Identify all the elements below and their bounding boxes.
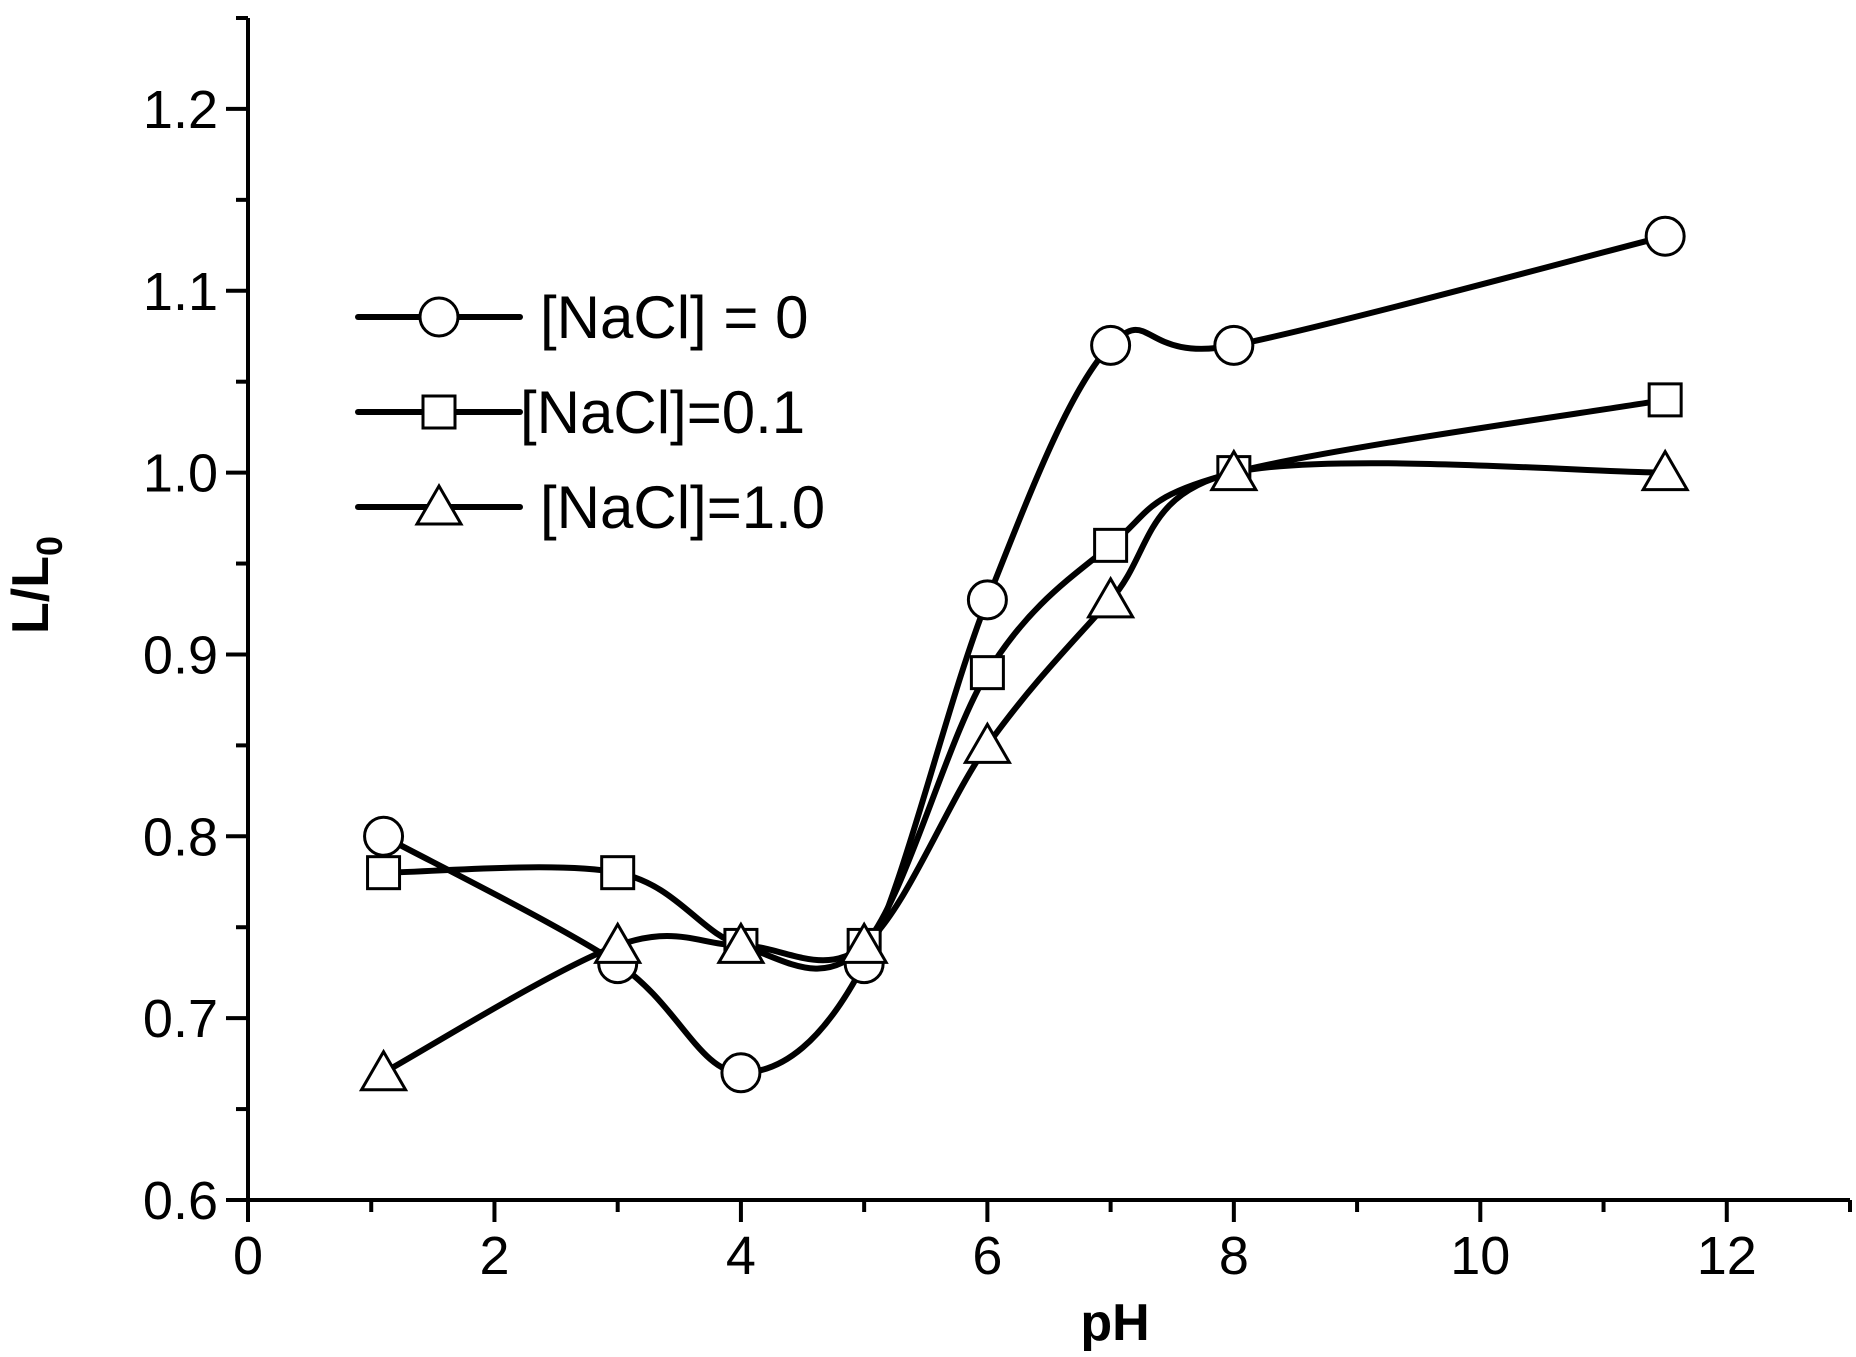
tick-labels: 0 2 4 6 8 10 12 0.6 0.7 0.8 0.9 1.0 1.1 1.2 [143,80,1757,1286]
data-point-triangle [593,921,643,964]
legend-label-square: [NaCl]=0.1 [520,379,805,446]
y-tick-label: 0.8 [143,807,218,867]
series-line-circle [380,233,1669,1076]
y-axis-title: L/L0 [2,536,70,634]
x-tick-label: 2 [479,1226,509,1286]
series-line-triangle [380,460,1669,1076]
x-tick-label: 8 [1219,1226,1249,1286]
y-tick-label: 0.7 [143,989,218,1049]
data-point-square [1093,527,1129,563]
data-point-circle [1090,324,1132,366]
x-tick-label: 0 [233,1226,263,1286]
legend-marker-circle [418,296,460,338]
y-tick-label: 1.2 [143,80,218,140]
y-axis-title-main: L/L [2,556,60,634]
data-point-triangle [1209,448,1259,492]
x-tick-label: 6 [972,1226,1002,1286]
data-point-triangle [716,921,766,964]
y-axis-title-subscript: 0 [29,536,70,556]
ticks [226,16,1852,1222]
x-tick-label: 4 [726,1226,756,1286]
data-point-triangle [358,1048,409,1092]
data-point-triangle [839,921,889,964]
data-point-triangle [962,721,1012,764]
data-point-circle [1213,324,1255,366]
y-tick-label: 1.0 [143,444,218,504]
legend: [NaCl] = 0 [NaCl]=0.1 [NaCl]=1.0 [355,284,825,541]
legend-marker-triangle [414,483,464,526]
data-point-triangle [1640,448,1690,492]
data-point-square [366,855,402,891]
data-point-square [600,855,636,891]
data-point-square [1647,382,1683,418]
axes [246,18,1850,1202]
legend-marker-square [421,394,457,430]
data-point-triangle [1086,575,1136,619]
data-point-circle [1644,215,1686,257]
y-tick-label: 0.9 [143,625,218,685]
legend-label-circle: [NaCl] = 0 [540,284,808,351]
x-tick-label: 12 [1697,1226,1757,1286]
svg-text:L/L0: L/L0 [2,536,70,634]
x-tick-label: 10 [1450,1226,1510,1286]
legend-label-triangle: [NaCl]=1.0 [540,474,825,541]
data-point-circle [363,815,405,857]
data-point-square [969,655,1005,691]
y-tick-label: 0.6 [143,1171,218,1231]
x-axis-title: pH [1080,1294,1149,1352]
y-tick-label: 1.1 [143,262,218,322]
series-markers [358,215,1690,1094]
data-point-circle [720,1052,762,1094]
series-lines [380,233,1669,1076]
data-point-circle [966,579,1008,621]
